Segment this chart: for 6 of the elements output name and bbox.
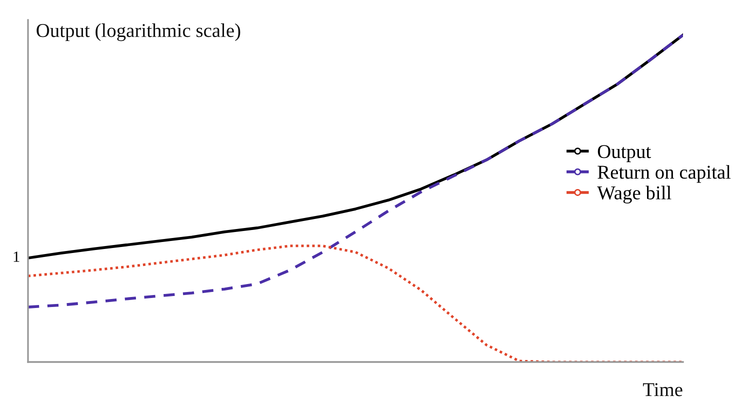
legend-label: Return on capital	[598, 165, 731, 183]
legend-label: Output	[598, 145, 651, 162]
legend-label: Wage bill	[597, 186, 672, 204]
text: 1	[14, 252, 20, 262]
y-axis-title: Output (logarithmic scale)	[36, 23, 240, 42]
x-axis-title: Time	[643, 383, 682, 396]
